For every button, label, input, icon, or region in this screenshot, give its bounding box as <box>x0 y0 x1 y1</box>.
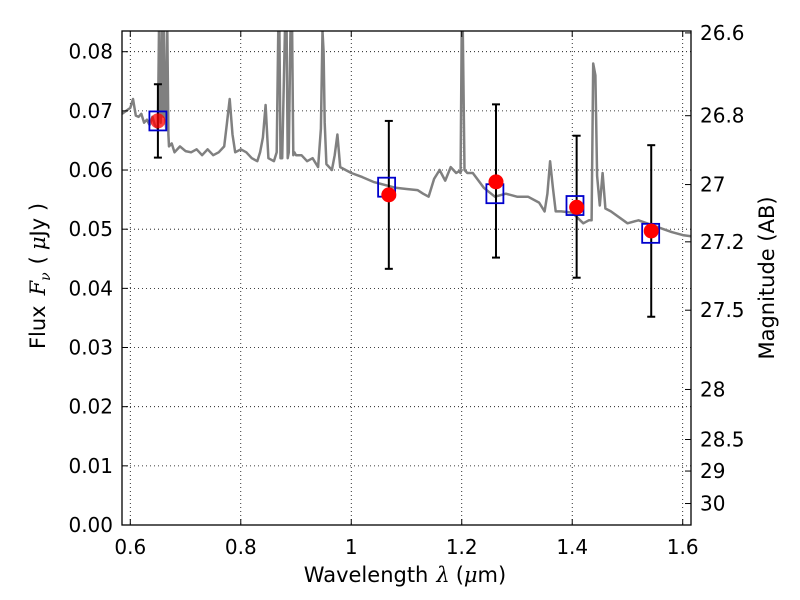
y-tick-label: 0.01 <box>68 454 113 478</box>
y-tick-label: 0.00 <box>68 513 113 537</box>
y-tick-label: 0.08 <box>68 40 113 64</box>
model-point-square <box>148 110 168 132</box>
y-axis-title-right: Magnitude (AB) <box>755 196 779 359</box>
y-tick-label: 0.06 <box>68 158 113 182</box>
right-tick-label: 26.6 <box>700 21 745 45</box>
axis-ticks <box>122 31 691 526</box>
right-tick-label: 28.5 <box>700 427 745 451</box>
observed-point <box>569 199 585 215</box>
x-tick-label: 1.2 <box>446 535 478 559</box>
x-axis-title: Wavelength λ (μm) <box>304 563 506 587</box>
observed-points-layer <box>150 113 659 239</box>
errorbar-layer <box>153 83 656 318</box>
right-tick-label: 29 <box>700 459 725 483</box>
observed-point <box>643 223 659 239</box>
y-tick-label: 0.07 <box>68 99 113 123</box>
right-tick-label: 26.8 <box>700 104 745 128</box>
x-tick-label: 1.4 <box>556 535 588 559</box>
right-tick-label: 27 <box>700 173 725 197</box>
right-tick-label: 30 <box>700 492 725 516</box>
x-tick-label: 1.6 <box>667 535 699 559</box>
grid-lines <box>122 31 691 526</box>
right-tick-label: 27.5 <box>700 298 745 322</box>
observed-point <box>488 174 504 190</box>
y-tick-label: 0.05 <box>68 217 113 241</box>
x-tick-label: 1 <box>345 535 358 559</box>
y-tick-label: 0.02 <box>68 395 113 419</box>
y-axis-title-left: FluxFν(μJy ) <box>26 203 54 349</box>
observed-point <box>150 113 166 129</box>
y-tick-label: 0.04 <box>68 276 113 300</box>
y-tick-label: 0.03 <box>68 336 113 360</box>
model-spectrum-line <box>122 31 691 238</box>
y-tick-labels: 0.00 0.01 0.02 0.03 0.04 0.05 0.06 0.07 0.08 <box>68 40 113 537</box>
x-tick-labels: 0.6 0.8 1 1.2 1.4 1.6 <box>114 535 698 559</box>
plot-frame <box>121 30 692 526</box>
right-tick-label: 27.2 <box>700 230 745 254</box>
model-spectrum-layer <box>122 31 691 238</box>
right-tick-labels: 26.6 26.8 27 27.2 27.5 28 28.5 29 30 <box>700 21 745 516</box>
x-tick-label: 0.8 <box>225 535 257 559</box>
x-tick-label: 0.6 <box>114 535 146 559</box>
observed-point <box>381 187 397 203</box>
right-tick-label: 28 <box>700 377 725 401</box>
